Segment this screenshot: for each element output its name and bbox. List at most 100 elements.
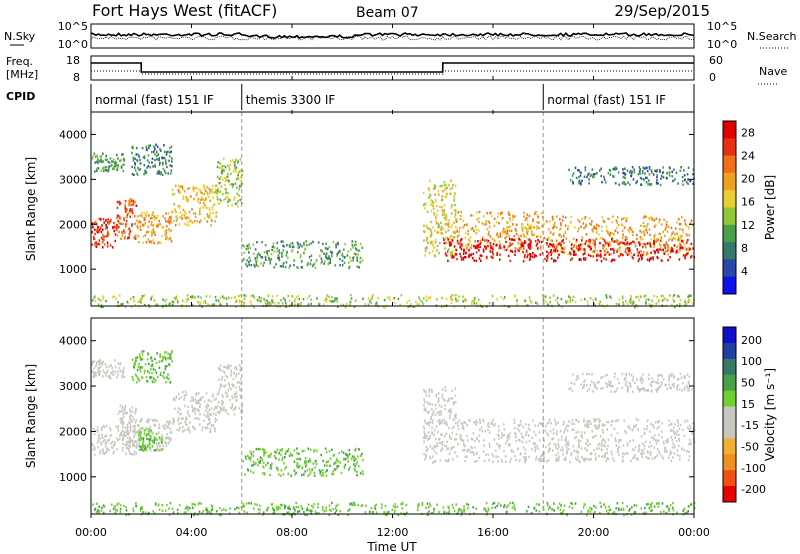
scatter-cell bbox=[123, 218, 125, 221]
scatter-cell bbox=[623, 216, 626, 220]
scatter-cell bbox=[483, 439, 485, 442]
scatter-cell bbox=[632, 233, 634, 237]
scatter-cell bbox=[157, 447, 159, 451]
scatter-cell bbox=[531, 255, 533, 258]
scatter-cell bbox=[444, 386, 447, 389]
scatter-cell bbox=[516, 248, 519, 251]
scatter-cell bbox=[332, 454, 335, 457]
scatter-cell bbox=[646, 425, 649, 428]
scatter-cell bbox=[118, 203, 121, 206]
scatter-cell bbox=[119, 363, 121, 366]
scatter-cell bbox=[661, 422, 663, 425]
scatter-cell bbox=[669, 453, 671, 456]
scatter-cell bbox=[690, 442, 692, 445]
scatter-cell bbox=[625, 451, 628, 455]
scatter-cell bbox=[600, 376, 602, 379]
scatter-cell bbox=[284, 266, 287, 269]
scatter-cell bbox=[441, 296, 443, 300]
scatter-cell bbox=[630, 242, 632, 245]
scatter-cell bbox=[102, 360, 104, 364]
scatter-cell bbox=[128, 431, 130, 435]
scatter-cell bbox=[642, 245, 644, 249]
scatter-cell bbox=[679, 237, 681, 240]
scatter-cell bbox=[650, 183, 653, 186]
scatter-cell bbox=[623, 419, 625, 422]
scatter-cell bbox=[475, 232, 478, 235]
scatter-cell bbox=[169, 439, 171, 443]
scatter-cell bbox=[629, 298, 632, 301]
scatter-cell bbox=[168, 423, 170, 426]
scatter-cell bbox=[305, 460, 308, 463]
scatter-cell bbox=[99, 370, 101, 373]
scatter-cell bbox=[358, 266, 360, 269]
scatter-cell bbox=[227, 365, 229, 369]
scatter-cell bbox=[370, 297, 372, 300]
scatter-cell bbox=[565, 427, 567, 430]
scatter-cell bbox=[521, 440, 524, 443]
scatter-cell bbox=[132, 296, 135, 299]
scatter-cell bbox=[114, 233, 117, 236]
scatter-cell bbox=[178, 422, 180, 425]
scatter-cell bbox=[216, 195, 218, 198]
scatter-cell bbox=[534, 446, 536, 449]
scatter-cell bbox=[484, 245, 486, 248]
scatter-cell bbox=[298, 452, 300, 455]
scatter-cell bbox=[324, 470, 327, 474]
scatter-cell bbox=[281, 458, 284, 462]
scatter-cell bbox=[237, 160, 239, 163]
scatter-cell bbox=[595, 458, 597, 461]
scatter-cell bbox=[318, 254, 321, 258]
scatter-cell bbox=[321, 250, 323, 253]
scatter-cell bbox=[356, 474, 358, 477]
scatter-cell bbox=[212, 184, 214, 187]
scatter-cell bbox=[454, 184, 457, 187]
scatter-cell bbox=[659, 170, 661, 173]
scatter-cell bbox=[444, 252, 447, 255]
scatter-cell bbox=[356, 257, 358, 261]
scatter-cell bbox=[168, 228, 170, 231]
scatter-cell bbox=[489, 235, 492, 238]
scatter-cell bbox=[663, 218, 665, 221]
scatter-cell bbox=[238, 364, 241, 367]
scatter-cell bbox=[567, 443, 570, 447]
scatter-cell bbox=[128, 202, 130, 205]
scatter-cell bbox=[209, 212, 212, 215]
scatter-cell bbox=[135, 153, 138, 156]
scatter-cell bbox=[336, 466, 338, 469]
scatter-cell bbox=[471, 256, 474, 260]
scatter-cell bbox=[153, 215, 156, 218]
scatter-cell bbox=[163, 376, 166, 380]
scatter-cell bbox=[354, 244, 356, 247]
scatter-cell bbox=[177, 419, 179, 422]
scatter-cell bbox=[111, 446, 113, 449]
scatter-cell bbox=[654, 240, 657, 243]
scatter-cell bbox=[532, 218, 534, 221]
scatter-cell bbox=[471, 451, 474, 454]
scatter-cell bbox=[102, 375, 104, 378]
scatter-cell bbox=[429, 421, 432, 424]
scatter-cell bbox=[604, 445, 606, 448]
scatter-cell bbox=[288, 266, 291, 269]
scatter-cell bbox=[464, 256, 467, 259]
scatter-cell bbox=[646, 419, 649, 423]
scatter-cell bbox=[606, 457, 609, 460]
scatter-cell bbox=[637, 259, 640, 263]
scatter-cell bbox=[186, 294, 189, 297]
scatter-cell bbox=[138, 168, 140, 172]
scatter-cell bbox=[230, 159, 232, 163]
scatter-cell bbox=[514, 427, 516, 430]
scatter-cell bbox=[662, 457, 664, 460]
scatter-cell bbox=[432, 204, 434, 207]
scatter-cell bbox=[493, 438, 496, 441]
scatter-cell bbox=[560, 448, 562, 452]
scatter-cell bbox=[626, 241, 629, 244]
scatter-cell bbox=[211, 219, 213, 223]
scatter-cell bbox=[370, 301, 373, 305]
scatter-cell bbox=[559, 250, 562, 253]
scatter-cell bbox=[523, 235, 525, 238]
scatter-cell bbox=[638, 448, 640, 451]
scatter-cell bbox=[585, 239, 588, 243]
scatter-cell bbox=[263, 261, 265, 265]
scatter-cell bbox=[104, 227, 107, 230]
scatter-cell bbox=[264, 258, 267, 261]
